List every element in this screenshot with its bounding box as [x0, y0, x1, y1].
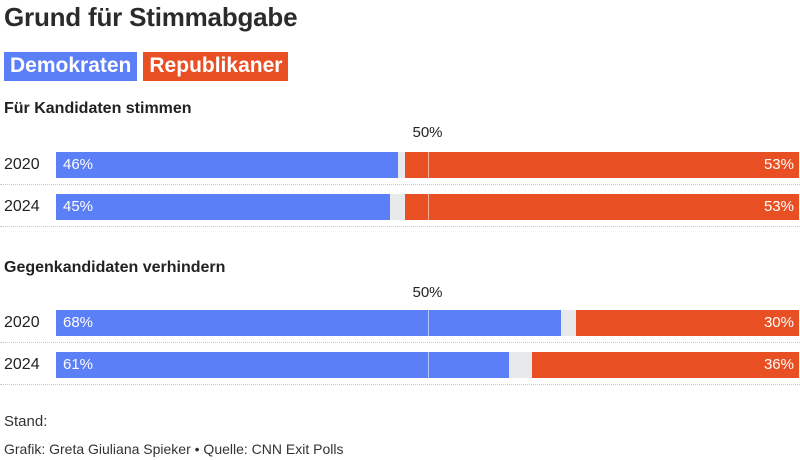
year-label: 2024 [4, 198, 40, 215]
row-separator [0, 384, 800, 385]
bar-track: 46% 53% [56, 152, 799, 178]
row-separator [0, 184, 800, 185]
legend: Demokraten Republikaner [4, 52, 289, 81]
reference-label: 50% [412, 124, 443, 141]
bar-democrats: 45% [56, 194, 391, 220]
bar-democrats: 46% [56, 152, 398, 178]
bar-track: 61% 36% [56, 352, 799, 378]
row-separator [0, 226, 800, 227]
value-label-democrats: 61% [63, 356, 94, 373]
bar-track: 45% 53% [56, 194, 799, 220]
footer-credit: Grafik: Greta Giuliana Spieker • Quelle:… [4, 441, 344, 457]
bar-democrats: 68% [56, 310, 562, 336]
row-separator [0, 342, 800, 343]
value-label-republicans: 30% [763, 314, 794, 331]
reference-label: 50% [412, 284, 443, 301]
midline-50 [427, 310, 429, 336]
year-label: 2020 [4, 156, 40, 173]
bar-republicans: 53% [405, 152, 799, 178]
midline-50 [427, 152, 429, 178]
value-label-republicans: 36% [763, 356, 794, 373]
panel-title: Gegenkandidaten verhindern [4, 259, 226, 276]
bar-republicans: 53% [405, 194, 799, 220]
year-label: 2024 [4, 356, 40, 373]
midline-50 [427, 352, 429, 378]
bar-democrats: 61% [56, 352, 510, 378]
bar-track: 68% 30% [56, 310, 799, 336]
value-label-democrats: 46% [63, 156, 94, 173]
chart-title: Grund für Stimmabgabe [4, 2, 298, 32]
year-label: 2020 [4, 314, 40, 331]
bar-republicans: 30% [576, 310, 799, 336]
value-label-democrats: 45% [63, 198, 94, 215]
value-label-republicans: 53% [763, 156, 794, 173]
footer-stand: Stand: [4, 413, 48, 430]
bar-republicans: 36% [531, 352, 799, 378]
midline-50 [427, 194, 429, 220]
legend-republicans: Republikaner [143, 52, 289, 81]
value-label-republicans: 53% [763, 198, 794, 215]
legend-democrats: Demokraten [4, 52, 138, 81]
value-label-democrats: 68% [63, 314, 94, 331]
panel-title: Für Kandidaten stimmen [4, 100, 192, 117]
